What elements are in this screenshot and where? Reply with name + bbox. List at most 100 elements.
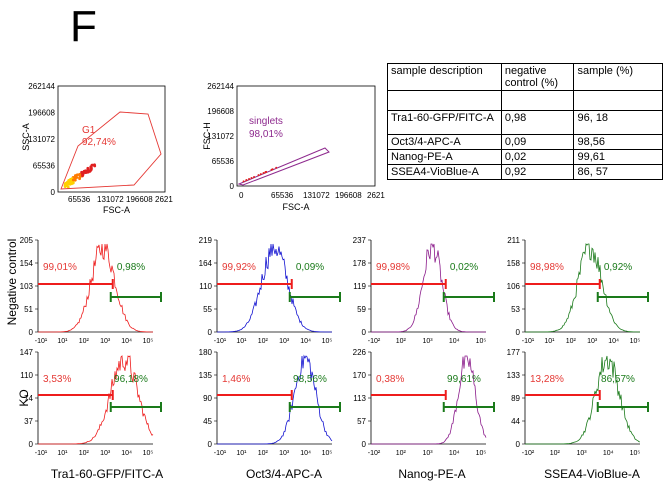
y-tick-label: 0 <box>362 440 367 449</box>
histogram-curve <box>371 243 486 333</box>
table-cell: 98,56 <box>573 134 663 150</box>
histogram-panel: 237 178 119 59 0-10² 10² 10³ 10⁴ 10⁵ 99,98% 0,02% <box>353 236 495 345</box>
x-tick-label: 10⁵ <box>143 338 154 345</box>
scatter-point <box>89 168 93 171</box>
table-cell <box>573 90 663 111</box>
y-tick-label: 211 <box>507 236 520 245</box>
y-tick-label: 74 <box>24 394 33 403</box>
y-tick-label: 90 <box>203 394 212 403</box>
x-tick-label: 10⁵ <box>143 450 154 457</box>
y-tick-label: 59 <box>357 305 366 314</box>
x-tick-label: 10¹ <box>236 338 247 345</box>
histogram-curve <box>38 355 154 445</box>
y-tick-label: 180 <box>199 348 213 357</box>
y-tick-label: 135 <box>199 371 213 380</box>
y-tick-label: 262144 <box>28 82 55 91</box>
x-tick-label: -10² <box>368 338 381 345</box>
table-cell <box>500 90 575 111</box>
histogram-panel: 205 154 103 51 0-10¹ 10¹ 10² 10³ 10⁴ 10⁵ 99,01% 0,9… <box>20 236 162 345</box>
x-tick-label: 10⁵ <box>630 450 641 457</box>
x-tick-label: 10⁵ <box>630 338 641 345</box>
x-tick-label: 10¹ <box>57 450 68 457</box>
y-tick-label: 147 <box>20 348 34 357</box>
scatter-point <box>83 169 87 173</box>
x-tick-label: 10³ <box>576 450 587 457</box>
table-cell <box>387 90 502 111</box>
table-cell: Oct3/4-APC-A <box>387 134 502 150</box>
scatter-point <box>271 168 274 171</box>
x-tick-label: 10² <box>550 450 561 457</box>
scatter-point <box>80 170 83 174</box>
x-tick-label: 10⁴ <box>121 450 132 457</box>
scatter-point <box>242 180 245 183</box>
y-tick-label: 65536 <box>212 157 235 166</box>
y-tick-label: 0 <box>362 328 367 337</box>
scatter-point <box>253 175 256 178</box>
y-tick-label: 110 <box>199 282 212 291</box>
x-tick-label: 10⁵ <box>322 450 333 457</box>
scatter-point <box>90 163 94 167</box>
scatter-frame <box>236 85 376 187</box>
gate-g1 <box>60 111 162 190</box>
x-tick-label: 10¹ <box>57 338 68 345</box>
x-tick-label: 10¹ <box>544 338 555 345</box>
table-cell: 86, 57 <box>573 164 663 180</box>
y-tick-label: 0 <box>230 182 235 191</box>
scatter-point <box>66 182 70 185</box>
row-label-ko: KO <box>17 389 31 406</box>
y-tick-label: 55 <box>203 305 212 314</box>
scatter-point <box>248 178 251 181</box>
x-tick-label: 196608 <box>335 191 362 200</box>
histogram-panel: 177 133 89 44 0-10² 10² 10³ 10⁴ 10⁵ 13,28% 86,57% <box>507 348 649 457</box>
y-axis-label: FSC-H <box>202 122 212 150</box>
histogram-panel: 147 110 74 37 0-10¹ 10¹ 10² 10³ 10⁴ 10⁵ 3,53% 96,18… <box>20 348 162 457</box>
y-tick-label: 196608 <box>207 107 234 116</box>
x-tick-label: -10¹ <box>214 450 227 457</box>
column-label: Oct3/4-APC-A <box>246 467 322 481</box>
positive-percent: 0,98% <box>117 262 145 273</box>
column-label: Nanog-PE-A <box>398 467 465 481</box>
x-tick-label: -10² <box>368 450 381 457</box>
x-tick-label: 10⁴ <box>449 450 460 457</box>
x-tick-label: 10² <box>79 450 90 457</box>
scatter-point <box>86 167 90 171</box>
y-tick-label: 262144 <box>207 82 234 91</box>
scatter-point <box>257 174 260 177</box>
y-tick-label: 0 <box>516 440 521 449</box>
y-tick-label: 0 <box>516 328 521 337</box>
y-tick-label: 205 <box>20 236 34 245</box>
x-axis-label: FSC-A <box>103 205 130 215</box>
histogram-curve <box>525 243 640 333</box>
table-header: sample description <box>387 63 502 91</box>
table-cell: 0,02 <box>500 149 575 165</box>
table-cell: 0,98 <box>500 110 575 135</box>
gate-name: G1 <box>82 125 96 136</box>
scatter-point <box>250 177 253 180</box>
x-tick-label: 10⁵ <box>476 450 487 457</box>
y-tick-label: 131072 <box>28 135 55 144</box>
table-row: SSEA4-VioBlue-A 0,92 86, 57 <box>387 164 663 180</box>
x-tick-label: 10³ <box>587 338 598 345</box>
table-cell: Nanog-PE-A <box>387 149 502 165</box>
y-tick-label: 170 <box>353 371 367 380</box>
negative-percent: 0,38% <box>376 374 404 385</box>
scatter-point <box>74 174 77 177</box>
panel-letter: F <box>70 2 97 51</box>
y-tick-label: 219 <box>199 236 213 245</box>
histogram-panel: 219 164 110 55 0-10¹ 10¹ 10² 10³ 10⁴ 10⁵ 99,92% 0,0… <box>199 236 341 345</box>
negative-percent: 13,28% <box>530 374 564 385</box>
x-tick-label: 10² <box>396 338 407 345</box>
x-tick-label: 10¹ <box>236 450 247 457</box>
x-tick-label: -10¹ <box>522 338 535 345</box>
positive-percent: 0,02% <box>450 262 478 273</box>
negative-percent: 99,01% <box>43 262 77 273</box>
gate-percent: 98,01% <box>249 129 283 140</box>
y-tick-label: 164 <box>199 259 213 268</box>
negative-percent: 98,98% <box>530 262 564 273</box>
y-tick-label: 44 <box>511 417 520 426</box>
y-tick-label: 0 <box>29 328 34 337</box>
table-cell: 99,61 <box>573 149 663 165</box>
y-tick-label: 196608 <box>28 109 55 118</box>
table-cell: Tra1-60-GFP/FITC-A <box>387 110 502 135</box>
